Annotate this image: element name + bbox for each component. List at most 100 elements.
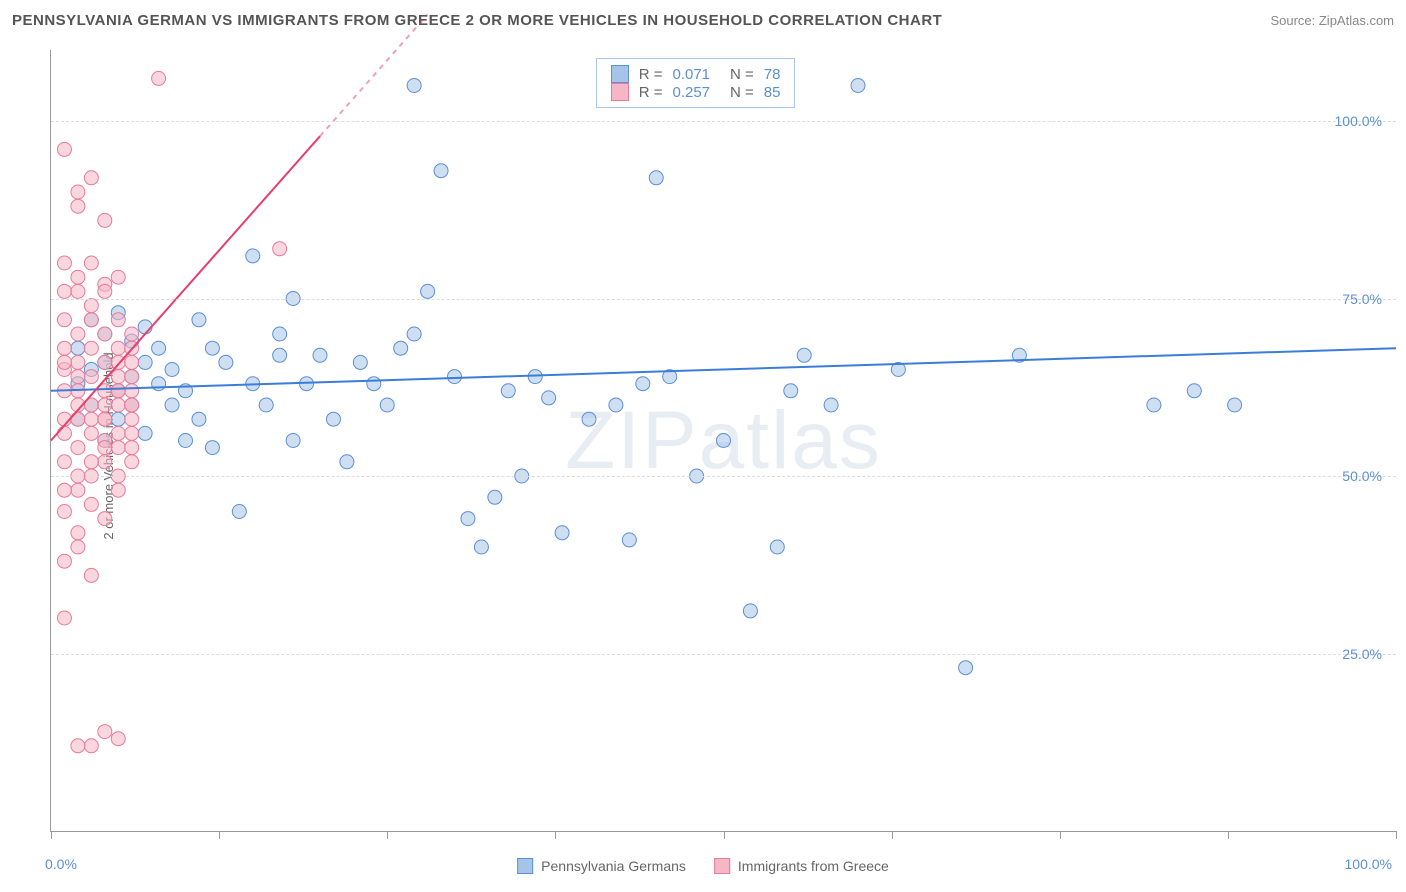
chart-header: PENNSYLVANIA GERMAN VS IMMIGRANTS FROM G… [0, 0, 1406, 40]
legend-row: R =0.257N =85 [611, 83, 781, 101]
data-point [71, 441, 85, 455]
series-legend: Pennsylvania GermansImmigrants from Gree… [517, 858, 889, 874]
data-point [111, 370, 125, 384]
data-point [71, 341, 85, 355]
data-point [138, 320, 152, 334]
data-point [1228, 398, 1242, 412]
data-point [488, 490, 502, 504]
gridline [51, 121, 1396, 122]
x-axis-min-label: 0.0% [45, 856, 77, 872]
data-point [57, 505, 71, 519]
data-point [273, 327, 287, 341]
data-point [84, 256, 98, 270]
data-point [421, 284, 435, 298]
data-point [98, 512, 112, 526]
data-point [125, 441, 139, 455]
data-point [111, 270, 125, 284]
x-tick [51, 831, 52, 839]
x-tick [724, 831, 725, 839]
data-point [461, 512, 475, 526]
data-point [111, 732, 125, 746]
data-point [622, 533, 636, 547]
data-point [111, 483, 125, 497]
data-point [259, 398, 273, 412]
data-point [71, 483, 85, 497]
data-point [111, 398, 125, 412]
data-point [824, 398, 838, 412]
data-point [273, 348, 287, 362]
x-tick [219, 831, 220, 839]
n-label: N = [730, 66, 754, 83]
data-point [152, 377, 166, 391]
data-point [98, 284, 112, 298]
data-point [84, 412, 98, 426]
data-point [407, 327, 421, 341]
data-point [192, 313, 206, 327]
data-point [138, 426, 152, 440]
r-value: 0.257 [672, 84, 710, 101]
data-point [609, 398, 623, 412]
data-point [165, 363, 179, 377]
x-tick [892, 831, 893, 839]
gridline [51, 654, 1396, 655]
x-tick [1228, 831, 1229, 839]
data-point [367, 377, 381, 391]
data-point [353, 355, 367, 369]
data-point [84, 341, 98, 355]
data-point [125, 426, 139, 440]
data-point [84, 426, 98, 440]
data-point [394, 341, 408, 355]
data-point [797, 348, 811, 362]
data-point [111, 412, 125, 426]
data-point [71, 284, 85, 298]
data-point [84, 370, 98, 384]
data-point [326, 412, 340, 426]
data-point [71, 199, 85, 213]
n-value: 85 [764, 84, 781, 101]
data-point [98, 398, 112, 412]
legend-swatch [714, 858, 730, 874]
data-point [380, 398, 394, 412]
y-tick-label: 100.0% [1335, 113, 1382, 129]
x-tick [387, 831, 388, 839]
data-point [98, 355, 112, 369]
n-label: N = [730, 84, 754, 101]
data-point [232, 505, 246, 519]
data-point [57, 142, 71, 156]
data-point [57, 483, 71, 497]
data-point [542, 391, 556, 405]
data-point [205, 341, 219, 355]
data-point [98, 725, 112, 739]
y-tick-label: 25.0% [1342, 646, 1382, 662]
data-point [84, 313, 98, 327]
data-point [784, 384, 798, 398]
data-point [84, 299, 98, 313]
plot-area: ZIPatlas R =0.071N =78R =0.257N =85 25.0… [50, 50, 1396, 832]
data-point [770, 540, 784, 554]
legend-swatch [517, 858, 533, 874]
data-point [57, 313, 71, 327]
data-point [246, 249, 260, 263]
data-point [448, 370, 462, 384]
data-point [851, 79, 865, 93]
data-point [98, 412, 112, 426]
data-point [98, 213, 112, 227]
data-point [125, 327, 139, 341]
n-value: 78 [764, 66, 781, 83]
data-point [57, 455, 71, 469]
legend-row: R =0.071N =78 [611, 65, 781, 83]
correlation-legend: R =0.071N =78R =0.257N =85 [596, 58, 796, 108]
gridline [51, 299, 1396, 300]
data-point [98, 327, 112, 341]
data-point [57, 554, 71, 568]
data-point [57, 284, 71, 298]
x-tick [1396, 831, 1397, 839]
data-point [125, 455, 139, 469]
data-point [71, 327, 85, 341]
data-point [474, 540, 488, 554]
legend-label: Pennsylvania Germans [541, 858, 686, 874]
data-point [71, 270, 85, 284]
data-point [98, 455, 112, 469]
x-axis-max-label: 100.0% [1345, 856, 1392, 872]
data-point [84, 739, 98, 753]
